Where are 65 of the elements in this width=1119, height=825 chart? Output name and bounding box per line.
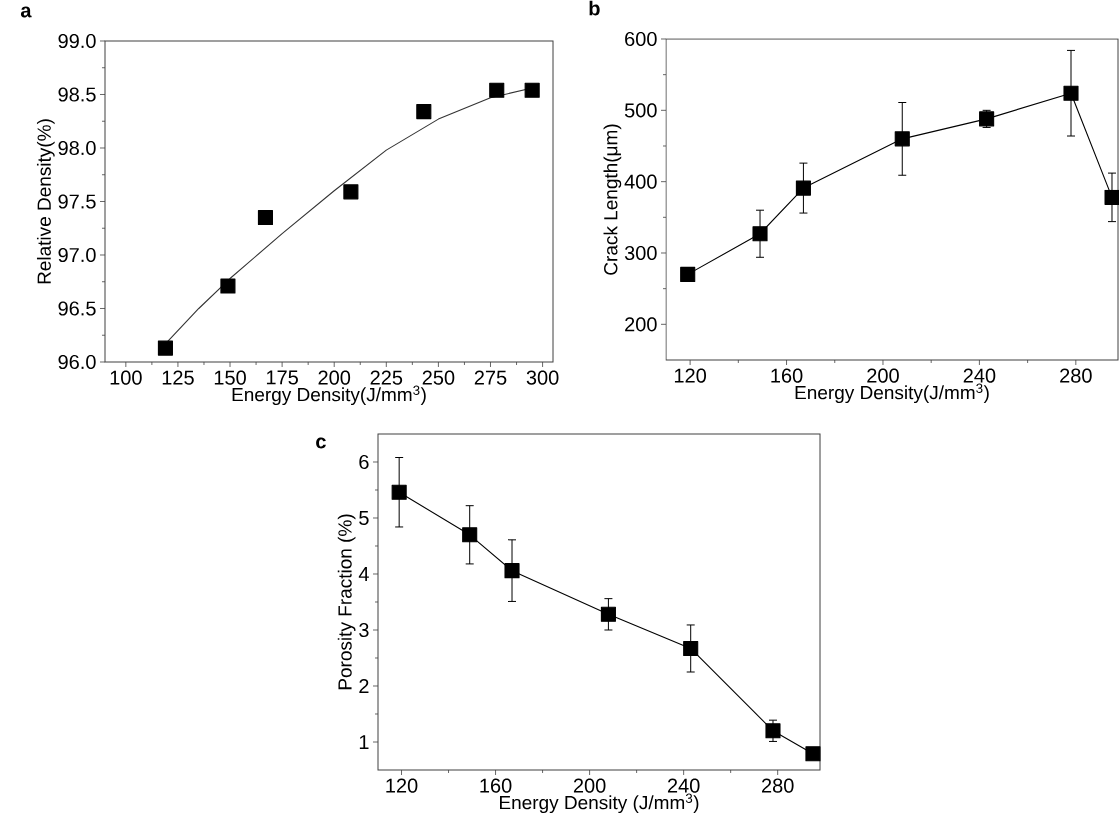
y-tick-label: 300 bbox=[624, 245, 657, 261]
point bbox=[805, 746, 821, 762]
x-axis-title: Energy Density (J/mm$^{3}$) bbox=[500, 793, 699, 814]
y-axis-title: Relative Density(%) bbox=[36, 119, 55, 284]
y-tick-label: 3 bbox=[359, 622, 369, 638]
point bbox=[391, 484, 407, 500]
x-tick-label: 200 bbox=[318, 370, 351, 385]
chart-title: c bbox=[316, 437, 326, 449]
point bbox=[220, 278, 236, 294]
point bbox=[489, 82, 505, 98]
x-tick-label: 200 bbox=[867, 368, 899, 383]
point bbox=[343, 184, 359, 200]
x-tick-label: 120 bbox=[386, 778, 418, 793]
chart-title: b bbox=[589, 0, 600, 16]
point bbox=[752, 226, 768, 242]
y-tick-label: 6 bbox=[359, 454, 369, 470]
y-tick-label: 96.0 bbox=[58, 354, 96, 370]
x-tick-label: 250 bbox=[422, 370, 455, 385]
y-tick-label: 98.0 bbox=[58, 140, 96, 156]
y-tick-label: 99.0 bbox=[58, 33, 96, 49]
x-tick-label: 280 bbox=[762, 778, 794, 793]
point bbox=[795, 180, 811, 196]
y-tick-label: 98.5 bbox=[58, 87, 96, 102]
x-axis-title: Energy Density(J/mm$^{3}$) bbox=[795, 383, 989, 404]
y-tick-label: 400 bbox=[624, 174, 657, 189]
point bbox=[765, 723, 781, 739]
y-tick-label: 200 bbox=[625, 317, 657, 332]
x-tick-label: 240 bbox=[667, 778, 700, 793]
point bbox=[416, 104, 432, 120]
point bbox=[600, 606, 616, 622]
x-tick-label: 160 bbox=[771, 368, 803, 383]
point bbox=[680, 266, 696, 282]
y-tick-label: 97.0 bbox=[58, 247, 96, 263]
y-tick-label: 600 bbox=[625, 31, 657, 47]
y-tick-label: 4 bbox=[358, 567, 369, 581]
x-tick-label: 160 bbox=[480, 778, 512, 793]
y-axis-title: Crack Length(μm) bbox=[603, 124, 622, 275]
point bbox=[683, 640, 699, 657]
y-tick-label: 5 bbox=[359, 511, 369, 525]
point bbox=[257, 209, 273, 226]
x-tick-label: 120 bbox=[674, 368, 706, 383]
y-tick-label: 96.5 bbox=[58, 301, 96, 316]
x-tick-label: 150 bbox=[214, 370, 246, 385]
x-tick-label: 300 bbox=[526, 370, 559, 385]
x-tick-label: 225 bbox=[370, 370, 403, 385]
point bbox=[462, 527, 478, 543]
x-tick-label: 175 bbox=[266, 370, 298, 385]
x-tick-label: 100 bbox=[110, 370, 142, 385]
x-tick-label: 125 bbox=[162, 370, 194, 385]
x-tick-label: 280 bbox=[1060, 368, 1092, 383]
point bbox=[157, 340, 173, 356]
y-axis-title: Porosity Fraction (%) bbox=[337, 514, 356, 690]
y-tick-label: 97.5 bbox=[58, 194, 96, 209]
point bbox=[894, 131, 910, 147]
chart-title: a bbox=[20, 6, 32, 18]
point bbox=[504, 563, 520, 579]
x-tick-label: 240 bbox=[963, 368, 996, 383]
y-tick-label: 2 bbox=[359, 679, 369, 693]
point bbox=[1063, 85, 1079, 101]
y-tick-label: 500 bbox=[624, 103, 657, 118]
x-tick-label: 200 bbox=[573, 778, 606, 793]
y-tick-label: 1 bbox=[359, 735, 369, 749]
x-axis-title: Energy Density(J/mm$^{3}$) bbox=[232, 385, 426, 406]
x-tick-label: 275 bbox=[474, 370, 507, 385]
point bbox=[524, 82, 540, 98]
